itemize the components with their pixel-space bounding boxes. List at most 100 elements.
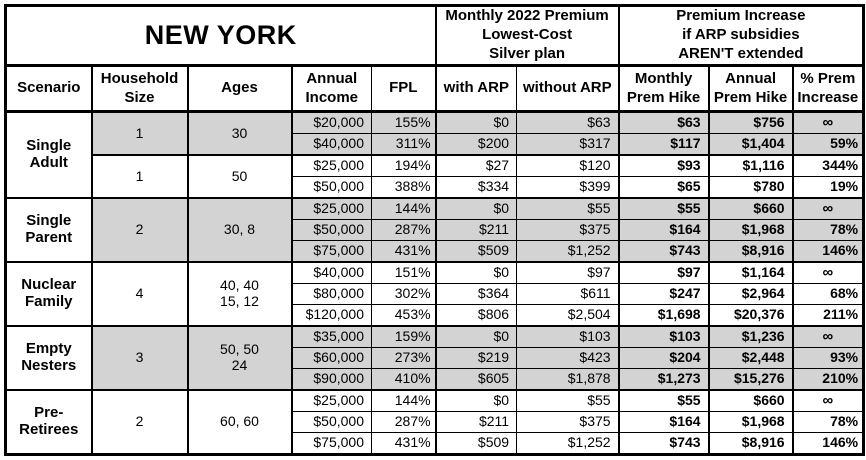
fpl-cell: 311% — [370, 133, 437, 156]
ages-cell: 30 — [187, 110, 293, 156]
table-row: $50,000 287% $211 $375 $164 $1,968 78% — [6, 219, 865, 241]
monthly-prem-hike-cell: $97 — [618, 261, 710, 284]
pct-prem-increase-cell: 93% — [792, 347, 865, 369]
pct-prem-increase-cell: 59% — [792, 133, 865, 156]
annual-prem-hike-cell: $15,276 — [708, 368, 794, 391]
column-header-pct-prem-increase: % Prem Increase — [792, 65, 865, 113]
monthly-prem-hike-cell: $93 — [618, 154, 710, 177]
pct-prem-increase-cell: 146% — [792, 432, 865, 455]
monthly-prem-hike-cell: $164 — [618, 411, 710, 433]
without-arp-cell: $55 — [516, 389, 620, 412]
fpl-cell: 144% — [370, 197, 437, 220]
annual-prem-hike-cell: $1,164 — [708, 261, 794, 284]
annual-income-cell: $25,000 — [291, 197, 372, 220]
monthly-prem-hike-cell: $103 — [618, 325, 710, 348]
annual-income-cell: $35,000 — [291, 325, 372, 348]
scenario-cell: Nuclear Family — [5, 261, 93, 327]
fpl-cell: 431% — [370, 432, 437, 455]
table-row: Nuclear Family 4 40, 40 15, 12 $40,000 151% $… — [5, 261, 865, 327]
fpl-cell: 287% — [370, 219, 437, 241]
monthly-prem-hike-cell: $1,698 — [618, 304, 710, 327]
table-row: $80,000 302% $364 $611 $247 $2,964 68% — [6, 283, 865, 305]
pct-prem-increase-cell: 78% — [792, 219, 865, 241]
table-row: Empty Nesters 3 50, 50 24 $35,000 159% $0 $103… — [5, 325, 865, 391]
with-arp-cell: $509 — [435, 240, 518, 263]
table-body: Single Adult 1 30 $20,000 155% $0 $63 $63 $756 ∞ $… — [5, 110, 865, 455]
fpl-cell: 410% — [370, 368, 437, 391]
column-header-household-size: Household Size — [91, 65, 189, 113]
column-header-fpl: FPL — [370, 65, 437, 113]
pct-prem-increase-cell: ∞ — [792, 197, 865, 220]
without-arp-cell: $375 — [516, 411, 620, 433]
fpl-cell: 287% — [370, 411, 437, 433]
household-size-cell: 4 — [91, 261, 189, 327]
with-arp-cell: $27 — [435, 154, 518, 177]
annual-income-cell: $80,000 — [291, 283, 372, 305]
annual-income-cell: $40,000 — [291, 133, 372, 156]
with-arp-cell: $0 — [435, 261, 518, 284]
table-row: $50,000 388% $334 $399 $65 $780 19% — [6, 176, 865, 199]
monthly-prem-hike-cell: $65 — [618, 176, 710, 199]
monthly-prem-hike-cell: $1,273 — [618, 368, 710, 391]
without-arp-cell: $399 — [516, 176, 620, 199]
fpl-cell: 194% — [370, 154, 437, 177]
without-arp-cell: $120 — [516, 154, 620, 177]
without-arp-cell: $55 — [516, 197, 620, 220]
annual-prem-hike-cell: $8,916 — [708, 432, 794, 455]
annual-prem-hike-cell: $756 — [708, 110, 794, 134]
fpl-cell: 144% — [370, 389, 437, 412]
monthly-prem-hike-cell: $164 — [618, 219, 710, 241]
column-header-annual-prem-hike: Annual Prem Hike — [708, 65, 794, 113]
table-row: $50,000 287% $211 $375 $164 $1,968 78% — [6, 411, 865, 433]
ages-cell: 30, 8 — [187, 197, 293, 263]
column-header-monthly-prem-hike: Monthly Prem Hike — [618, 65, 710, 113]
without-arp-cell: $423 — [516, 347, 620, 369]
pct-prem-increase-cell: 19% — [792, 176, 865, 199]
annual-income-cell: $50,000 — [291, 411, 372, 433]
scenario-cell: Single Adult — [5, 110, 93, 199]
ages-cell: 40, 40 15, 12 — [187, 261, 293, 327]
without-arp-cell: $97 — [516, 261, 620, 284]
annual-income-cell: $20,000 — [291, 110, 372, 134]
without-arp-cell: $1,878 — [516, 368, 620, 391]
with-arp-cell: $0 — [435, 110, 518, 134]
pct-prem-increase-cell: 344% — [792, 154, 865, 177]
with-arp-cell: $0 — [435, 389, 518, 412]
pct-prem-increase-cell: 78% — [792, 411, 865, 433]
with-arp-cell: $219 — [435, 347, 518, 369]
with-arp-cell: $200 — [435, 133, 518, 156]
annual-prem-hike-cell: $1,116 — [708, 154, 794, 177]
fpl-cell: 155% — [370, 110, 437, 134]
annual-income-cell: $90,000 — [291, 368, 372, 391]
monthly-prem-hike-cell: $63 — [618, 110, 710, 134]
without-arp-cell: $2,504 — [516, 304, 620, 327]
region-title: NEW YORK — [4, 5, 437, 67]
table-row: Single Parent 2 30, 8 $25,000 144% $0 $55 $55 $6… — [5, 197, 865, 263]
increase-section-header: Premium Increase if ARP subsidies AREN'T… — [618, 5, 865, 67]
annual-prem-hike-cell: $1,968 — [708, 411, 794, 433]
fpl-cell: 273% — [370, 347, 437, 369]
with-arp-cell: $806 — [435, 304, 518, 327]
household-size-cell: 2 — [91, 197, 189, 263]
table-row: Single Adult 1 30 $20,000 155% $0 $63 $63 $756 ∞ — [5, 110, 865, 199]
with-arp-cell: $605 — [435, 368, 518, 391]
column-header-ages: Ages — [187, 65, 293, 113]
pct-prem-increase-cell: 146% — [792, 240, 865, 263]
annual-prem-hike-cell: $780 — [708, 176, 794, 199]
annual-prem-hike-cell: $2,964 — [708, 283, 794, 305]
with-arp-cell: $509 — [435, 432, 518, 455]
section-header-row: NEW YORK Monthly 2022 Premium Lowest-Cos… — [4, 5, 865, 67]
annual-prem-hike-cell: $1,404 — [708, 133, 794, 156]
with-arp-cell: $211 — [435, 411, 518, 433]
pct-prem-increase-cell: 210% — [792, 368, 865, 391]
ages-cell: 60, 60 — [187, 389, 293, 455]
column-header-row: Scenario Household Size Ages Annual Inco… — [5, 65, 865, 113]
with-arp-cell: $334 — [435, 176, 518, 199]
pct-prem-increase-cell: ∞ — [792, 110, 865, 134]
without-arp-cell: $103 — [516, 325, 620, 348]
table-row: $90,000 410% $605 $1,878 $1,273 $15,276 210% — [6, 368, 865, 391]
monthly-prem-hike-cell: $55 — [618, 389, 710, 412]
pct-prem-increase-cell: 68% — [792, 283, 865, 305]
table-row: $60,000 273% $219 $423 $204 $2,448 93% — [6, 347, 865, 369]
fpl-cell: 159% — [370, 325, 437, 348]
